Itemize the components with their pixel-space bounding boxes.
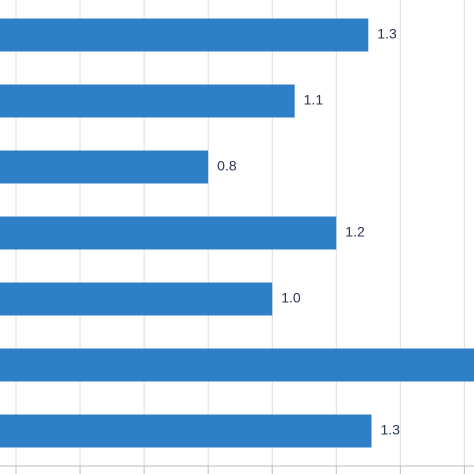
bar [0,150,209,184]
value-label: 1.1 [304,92,324,108]
value-label: 0.8 [217,158,237,174]
bar [0,414,372,448]
value-label: 1.0 [281,290,301,306]
value-label: 1.2 [345,224,365,240]
value-label: 1.3 [377,26,397,42]
bar [0,282,273,316]
bar [0,348,474,382]
bar [0,18,369,52]
bar [0,216,337,250]
value-label: 1.3 [381,422,401,438]
bar [0,84,295,118]
